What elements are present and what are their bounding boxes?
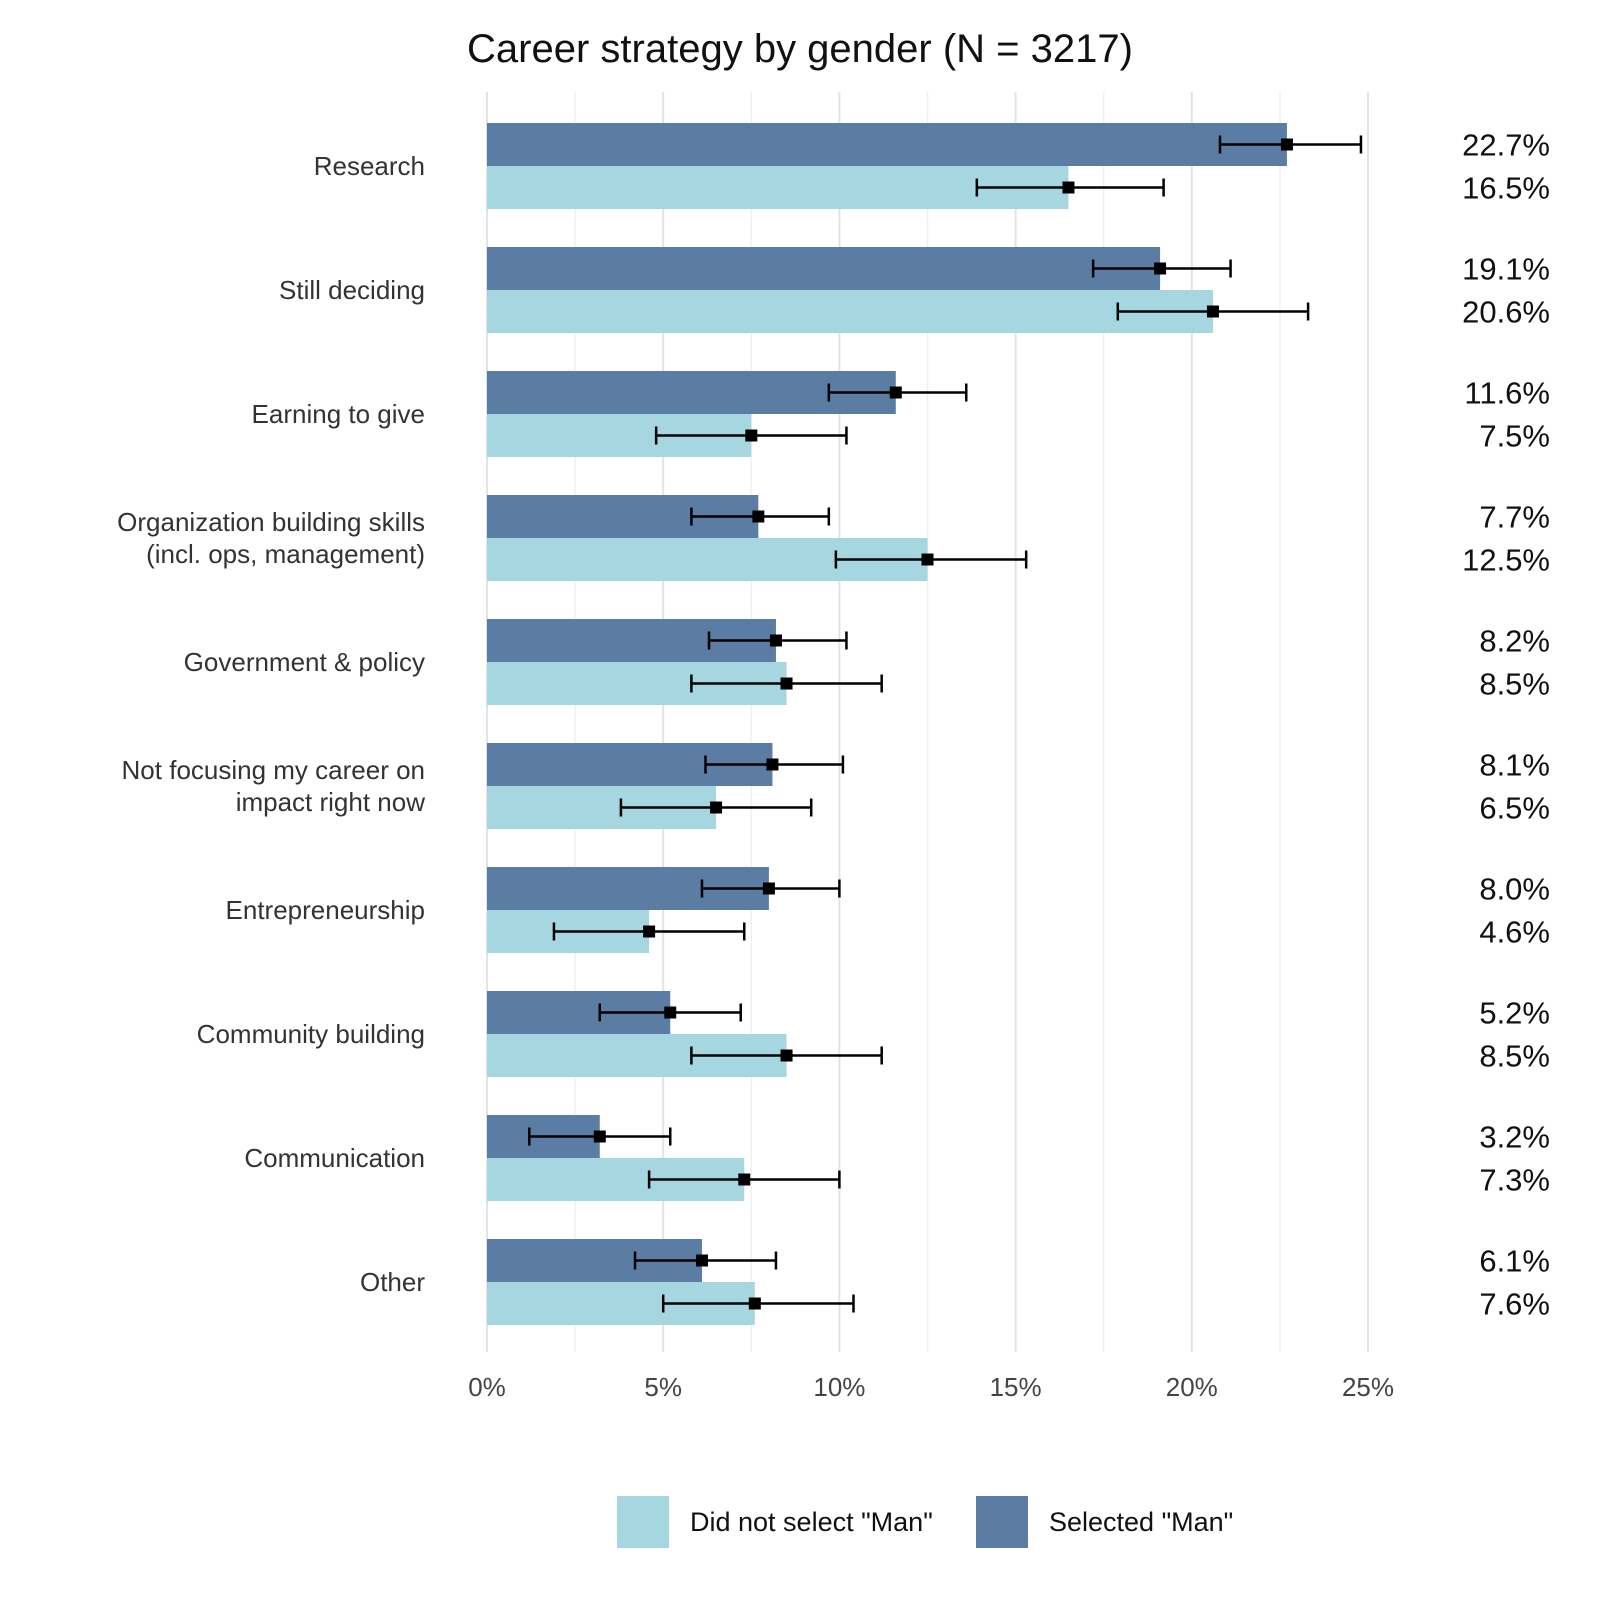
category-label: Entrepreneurship	[226, 895, 425, 925]
x-tick-label: 10%	[813, 1372, 865, 1402]
point-marker	[745, 429, 758, 442]
point-marker	[766, 758, 779, 771]
value-labels: 22.7% 16.5% 19.1% 20.6% 11.6% 7.5% 7.7% 12.5% 8.…	[1462, 128, 1550, 1322]
error-bar	[690, 674, 883, 693]
value-label: 8.5%	[1479, 1039, 1550, 1074]
bar-selected-man	[487, 123, 1287, 166]
value-label: 7.7%	[1479, 500, 1550, 535]
point-marker	[664, 1006, 677, 1019]
value-label: 8.1%	[1479, 748, 1550, 783]
category-label: Government & policy	[184, 647, 425, 677]
x-tick-label: 0%	[468, 1372, 506, 1402]
error-bar	[1091, 259, 1232, 278]
error-bar	[598, 1003, 742, 1022]
point-marker	[1062, 181, 1075, 194]
category-label: Community building	[197, 1019, 425, 1049]
category-label: Other	[360, 1267, 425, 1297]
error-bar	[654, 426, 848, 445]
category-label: Organization building skills	[117, 507, 425, 537]
category-label: Not focusing my career on	[122, 755, 425, 785]
point-marker	[738, 1173, 751, 1186]
point-marker	[769, 634, 782, 647]
category-label: Earning to give	[252, 399, 425, 429]
error-bar	[647, 1170, 841, 1189]
error-bar	[975, 178, 1165, 197]
value-label: 7.3%	[1479, 1163, 1550, 1198]
error-bar	[633, 1251, 778, 1270]
legend: Did not select "Man" Selected "Man"	[617, 1496, 1233, 1548]
category-label: Still deciding	[279, 275, 425, 305]
category-label: Research	[314, 151, 425, 181]
error-bar	[619, 798, 813, 817]
point-marker	[1154, 262, 1167, 275]
bar-did-not-select-man	[487, 166, 1069, 209]
x-tick-label: 15%	[990, 1372, 1042, 1402]
value-label: 6.5%	[1479, 791, 1550, 826]
point-marker	[921, 553, 934, 566]
legend-label: Did not select "Man"	[690, 1507, 933, 1537]
x-tick-label: 25%	[1342, 1372, 1394, 1402]
error-bar	[690, 507, 831, 526]
value-label: 11.6%	[1464, 376, 1550, 411]
value-label: 20.6%	[1462, 295, 1550, 330]
error-bar	[1116, 302, 1310, 321]
error-bar	[1218, 135, 1363, 154]
point-marker	[1280, 138, 1293, 151]
error-bar	[528, 1127, 672, 1146]
bar-selected-man	[487, 247, 1161, 290]
error-bar	[690, 1046, 883, 1065]
legend-label: Selected "Man"	[1049, 1507, 1233, 1537]
value-label: 16.5%	[1462, 171, 1550, 206]
category-label: Communication	[244, 1143, 425, 1173]
value-label: 3.2%	[1479, 1120, 1550, 1155]
value-label: 6.1%	[1479, 1244, 1550, 1279]
value-label: 7.5%	[1479, 419, 1550, 454]
category-label: (incl. ops, management)	[146, 539, 425, 569]
error-bar	[827, 383, 968, 402]
value-label: 7.6%	[1479, 1287, 1550, 1322]
legend-swatch	[976, 1496, 1028, 1548]
value-label: 5.2%	[1479, 996, 1550, 1031]
value-label: 19.1%	[1462, 252, 1550, 287]
error-bars	[528, 135, 1363, 1313]
point-marker	[762, 882, 775, 895]
error-bar	[704, 755, 845, 774]
legend-item-selected-man: Selected "Man"	[976, 1496, 1233, 1548]
point-marker	[748, 1297, 761, 1310]
value-label: 4.6%	[1479, 915, 1550, 950]
category-labels: Research Still deciding Earning to give Org…	[117, 151, 425, 1297]
value-label: 12.5%	[1462, 543, 1550, 578]
value-label: 8.2%	[1479, 624, 1550, 659]
point-marker	[889, 386, 902, 399]
error-bar	[552, 922, 746, 941]
error-bar	[707, 631, 848, 650]
x-axis-ticks: 0% 5% 10% 15% 20% 25%	[468, 1372, 1394, 1402]
value-label: 8.0%	[1479, 872, 1550, 907]
bars	[487, 123, 1287, 1325]
point-marker	[593, 1130, 606, 1143]
value-label: 22.7%	[1462, 128, 1550, 163]
bar-did-not-select-man	[487, 290, 1213, 333]
error-bar	[700, 879, 841, 898]
point-marker	[780, 1049, 793, 1062]
x-tick-label: 5%	[644, 1372, 682, 1402]
legend-swatch	[617, 1496, 669, 1548]
point-marker	[1206, 305, 1219, 318]
error-bar	[661, 1294, 855, 1313]
category-label: impact right now	[236, 787, 426, 817]
chart-title: Career strategy by gender (N = 3217)	[467, 27, 1133, 71]
error-bar	[834, 550, 1028, 569]
legend-item-did-not-select-man: Did not select "Man"	[617, 1496, 933, 1548]
value-label: 8.5%	[1479, 667, 1550, 702]
point-marker	[780, 677, 793, 690]
point-marker	[752, 510, 765, 523]
point-marker	[643, 925, 656, 938]
point-marker	[710, 801, 723, 814]
x-tick-label: 20%	[1166, 1372, 1218, 1402]
point-marker	[695, 1254, 708, 1267]
